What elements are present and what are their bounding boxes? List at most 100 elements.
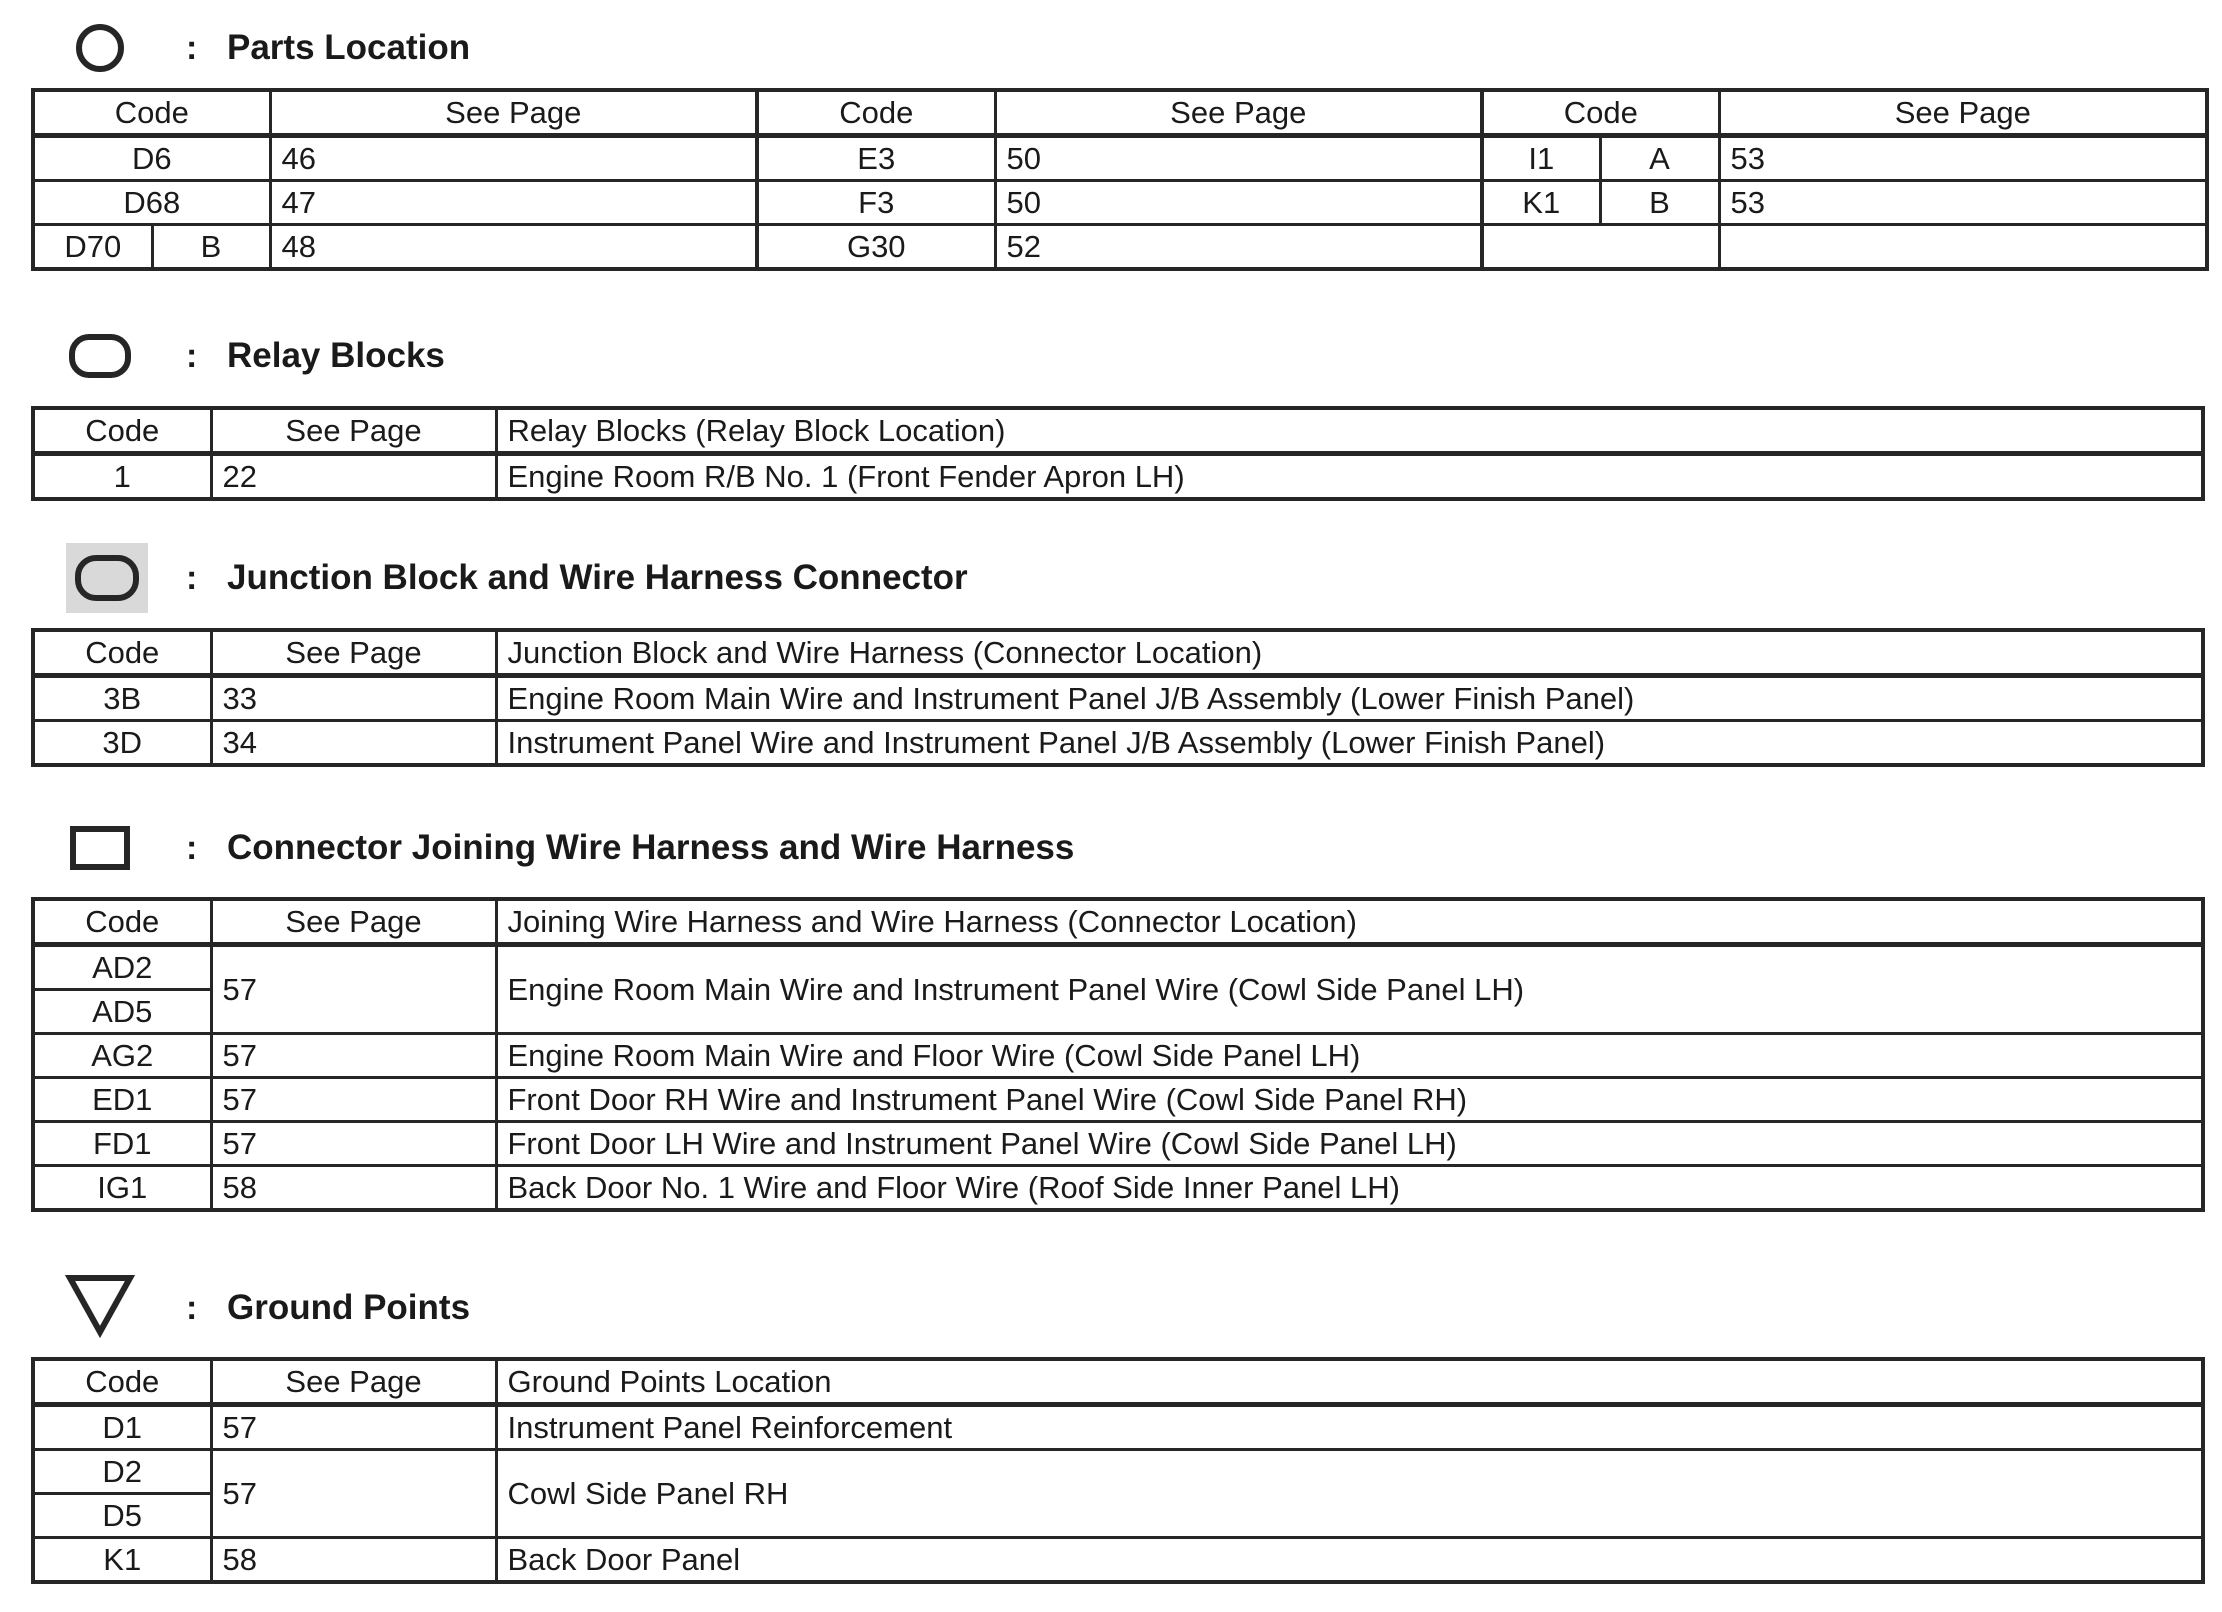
code-cell: IG1 xyxy=(31,1164,213,1212)
code-cell: D68 xyxy=(31,179,272,226)
code-cell: F3 xyxy=(755,179,997,226)
sub-code-cell: B xyxy=(150,223,272,271)
header-description: Relay Blocks (Relay Block Location) xyxy=(494,406,2205,456)
description-cell: Engine Room Main Wire and Instrument Pan… xyxy=(494,674,2205,722)
code-cell: D1 xyxy=(31,1403,213,1451)
page-cell: 46 xyxy=(268,134,760,182)
header-see-page: See Page xyxy=(209,1357,498,1407)
empty-cell xyxy=(1717,223,2209,271)
table-row: D5 xyxy=(31,1492,2203,1539)
page-cell: 57 xyxy=(209,1403,498,1451)
header-see-page: See Page xyxy=(209,406,498,456)
header-see-page: See Page xyxy=(209,628,498,678)
table-row: 3D 34 Instrument Panel Wire and Instrume… xyxy=(31,719,2205,767)
code-cell: D2 xyxy=(31,1448,213,1495)
page-cell: 34 xyxy=(209,719,498,767)
header-description: Joining Wire Harness and Wire Harness (C… xyxy=(494,897,2205,947)
table-row: AG2 57 Engine Room Main Wire and Floor W… xyxy=(31,1032,2205,1079)
section-title-relay-blocks: : Relay Blocks xyxy=(0,328,800,384)
header-code: Code xyxy=(31,1357,213,1407)
code-cell: D70 xyxy=(31,223,154,271)
joining-connector-title: Connector Joining Wire Harness and Wire … xyxy=(227,828,1075,867)
table-header: Code See Page Ground Points Location xyxy=(31,1357,2205,1407)
page-cell: 57 xyxy=(209,1448,498,1539)
description-cell: Front Door LH Wire and Instrument Panel … xyxy=(494,1120,2205,1167)
description-cell: Engine Room Main Wire and Instrument Pan… xyxy=(494,943,2205,1035)
colon: : xyxy=(186,558,198,597)
table-row: D70 B 48 G30 52 xyxy=(31,223,2209,271)
header-code: Code xyxy=(31,897,213,947)
sub-code-cell: A xyxy=(1598,134,1721,182)
page-cell: 57 xyxy=(209,1032,498,1079)
code-cell: 3B xyxy=(31,674,213,722)
page-cell: 57 xyxy=(209,1120,498,1167)
code-cell: D5 xyxy=(31,1492,213,1539)
section-title-junction-block: : Junction Block and Wire Harness Connec… xyxy=(0,543,1400,613)
description-cell: Back Door Panel xyxy=(494,1536,2205,1584)
code-cell: I1 xyxy=(1480,134,1602,182)
joining-connector-table: Code See Page Joining Wire Harness and W… xyxy=(31,897,2205,1212)
page-cell: 47 xyxy=(268,179,760,226)
rectangle-icon xyxy=(62,813,138,883)
colon: : xyxy=(186,336,198,375)
section-title-joining-connector: : Connector Joining Wire Harness and Wir… xyxy=(0,820,1400,876)
page-cell: 57 xyxy=(209,943,498,1035)
parts-location-table: Code See Page Code See Page Code See Pag… xyxy=(31,88,2210,271)
page-cell: 58 xyxy=(209,1536,498,1584)
page-cell: 48 xyxy=(268,223,760,271)
empty-cell xyxy=(1480,223,1721,271)
header-see-page: See Page xyxy=(993,88,1485,138)
junction-block-table: Code See Page Junction Block and Wire Ha… xyxy=(31,628,2205,767)
junction-block-title: Junction Block and Wire Harness Connecto… xyxy=(227,558,968,597)
header-see-page: See Page xyxy=(1717,88,2209,138)
table-row: D68 47 F3 50 K1 B 53 xyxy=(31,179,2209,226)
rounded-rectangle-icon xyxy=(62,321,138,391)
table-row: 3B 33 Engine Room Main Wire and Instrume… xyxy=(31,674,2205,722)
colon: : xyxy=(186,28,198,67)
section-title-ground-points: : Ground Points xyxy=(0,1275,800,1338)
table-row: K1 58 Back Door Panel xyxy=(31,1536,2205,1584)
description-cell: Back Door No. 1 Wire and Floor Wire (Roo… xyxy=(494,1164,2205,1212)
header-code: Code xyxy=(755,88,997,138)
table-row: ED1 57 Front Door RH Wire and Instrument… xyxy=(31,1076,2205,1123)
shaded-rounded-rectangle-icon xyxy=(66,543,148,613)
header-code: Code xyxy=(1480,88,1721,138)
table-row: IG1 58 Back Door No. 1 Wire and Floor Wi… xyxy=(31,1164,2205,1212)
header-code: Code xyxy=(31,88,272,138)
table-header: Code See Page Code See Page Code See Pag… xyxy=(31,88,2209,138)
code-cell: AD2 xyxy=(31,943,213,991)
page-cell: 33 xyxy=(209,674,498,722)
page-cell: 50 xyxy=(993,179,1485,226)
code-cell: K1 xyxy=(31,1536,213,1584)
table-header: Code See Page Relay Blocks (Relay Block … xyxy=(31,406,2205,456)
table-row: AD2 57 Engine Room Main Wire and Instrum… xyxy=(31,943,2205,1035)
ground-points-table: Code See Page Ground Points Location D1 … xyxy=(31,1357,2205,1584)
code-cell: AG2 xyxy=(31,1032,213,1079)
code-cell: K1 xyxy=(1480,179,1602,226)
description-cell: Engine Room R/B No. 1 (Front Fender Apro… xyxy=(494,452,2205,501)
page-cell: 57 xyxy=(209,1076,498,1123)
relay-blocks-table: Code See Page Relay Blocks (Relay Block … xyxy=(31,406,2205,501)
parts-location-title: Parts Location xyxy=(227,28,471,67)
code-cell: G30 xyxy=(755,223,997,271)
page-cell: 53 xyxy=(1717,179,2209,226)
code-cell: E3 xyxy=(755,134,997,182)
code-cell: 3D xyxy=(31,719,213,767)
code-cell: FD1 xyxy=(31,1120,213,1167)
relay-blocks-title: Relay Blocks xyxy=(227,336,445,375)
triangle-down-icon xyxy=(62,1270,138,1340)
header-code: Code xyxy=(31,406,213,456)
table-row: 1 22 Engine Room R/B No. 1 (Front Fender… xyxy=(31,452,2205,501)
colon: : xyxy=(186,1288,198,1327)
description-cell: Instrument Panel Wire and Instrument Pan… xyxy=(494,719,2205,767)
code-cell: AD5 xyxy=(31,988,213,1035)
table-row: D2 57 Cowl Side Panel RH xyxy=(31,1448,2205,1539)
description-cell: Cowl Side Panel RH xyxy=(494,1448,2205,1539)
section-title-parts-location: : Parts Location xyxy=(0,20,800,76)
sub-code-cell: B xyxy=(1598,179,1721,226)
table-header: Code See Page Junction Block and Wire Ha… xyxy=(31,628,2205,678)
table-row: D1 57 Instrument Panel Reinforcement xyxy=(31,1403,2205,1451)
description-cell: Engine Room Main Wire and Floor Wire (Co… xyxy=(494,1032,2205,1079)
page-cell: 50 xyxy=(993,134,1485,182)
table-row: AD5 xyxy=(31,988,2203,1035)
